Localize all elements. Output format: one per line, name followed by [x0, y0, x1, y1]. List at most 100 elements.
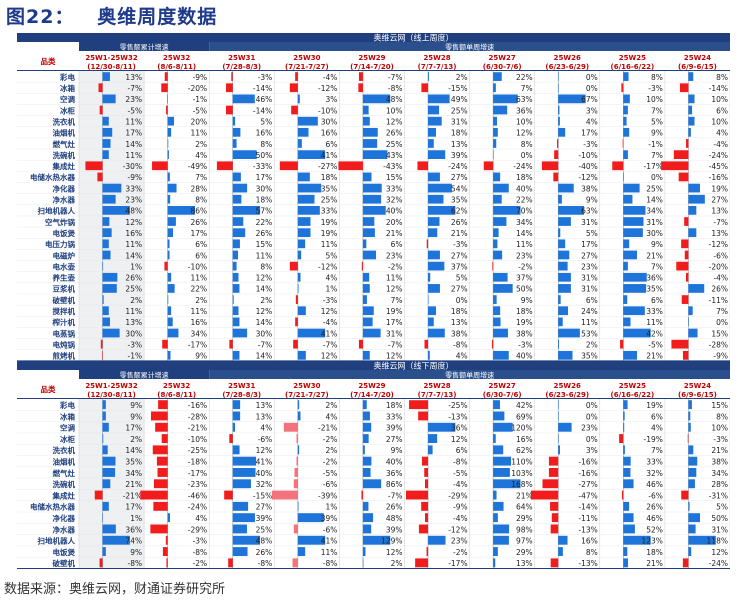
- bar-positive: [232, 239, 240, 249]
- category-label: 彩电: [59, 72, 75, 82]
- bar-positive: [688, 127, 691, 137]
- bar-negative: [424, 468, 429, 477]
- bar-negative: [150, 524, 168, 534]
- value-label: 42%: [516, 401, 533, 410]
- value-label: 2%: [586, 340, 598, 349]
- bar-positive: [232, 501, 249, 511]
- column-dates: (7/14-7/20): [350, 391, 394, 399]
- value-label: 17%: [125, 129, 142, 138]
- bar-negative: [418, 411, 429, 421]
- column-dates: (6/23-6/29): [545, 391, 589, 399]
- bar-negative: [661, 161, 689, 171]
- bar-negative: [296, 456, 298, 466]
- column-week: 25W26: [554, 54, 581, 62]
- column-week: 25W32: [163, 382, 190, 390]
- value-label: 12%: [386, 117, 403, 126]
- bar-positive: [102, 239, 109, 249]
- bar-negative: [424, 513, 429, 523]
- value-label: -13%: [448, 412, 467, 421]
- value-label: 27%: [256, 503, 273, 512]
- value-label: 118%: [707, 537, 728, 546]
- bar-positive: [493, 422, 513, 432]
- value-label: 9%: [521, 296, 533, 305]
- bar-negative: [99, 558, 103, 568]
- value-label: 39%: [256, 514, 273, 523]
- value-label: -7%: [713, 218, 728, 227]
- value-label: 34%: [516, 218, 533, 227]
- bar-positive: [493, 328, 508, 338]
- bar-positive: [232, 127, 241, 137]
- bar-positive: [493, 94, 518, 104]
- bar-positive: [623, 116, 627, 126]
- bar-negative: [152, 445, 168, 455]
- bar-positive: [428, 139, 434, 148]
- value-label: 10%: [711, 117, 728, 126]
- value-label: -1%: [648, 140, 663, 149]
- value-label: 11%: [125, 307, 142, 316]
- bar-positive: [558, 445, 560, 455]
- bar-positive: [493, 317, 501, 327]
- value-label: 1%: [130, 514, 142, 523]
- value-label: 7%: [391, 296, 403, 305]
- bar-negative: [426, 239, 429, 249]
- bar-positive: [688, 445, 694, 455]
- value-label: 4%: [260, 424, 272, 433]
- bar-negative: [681, 295, 689, 304]
- value-label: 31%: [386, 329, 403, 338]
- bar-positive: [688, 228, 697, 238]
- bar-positive: [232, 306, 239, 316]
- value-label: -10%: [318, 106, 337, 115]
- value-label: 21%: [516, 491, 533, 500]
- category-label: 豆浆机: [53, 284, 76, 294]
- bar-positive: [167, 328, 179, 338]
- value-label: -2%: [323, 435, 338, 444]
- value-label: 7%: [716, 307, 728, 316]
- value-label: 13%: [711, 229, 728, 238]
- bar-positive: [493, 400, 500, 410]
- bar-positive: [362, 272, 370, 282]
- category-label: 电水壶: [53, 261, 76, 271]
- bar-positive: [167, 183, 177, 193]
- bar-positive: [558, 194, 562, 204]
- value-label: 18%: [646, 548, 663, 557]
- value-label: 13%: [256, 401, 273, 410]
- value-label: -1%: [193, 95, 208, 104]
- bar-negative: [417, 161, 429, 171]
- value-label: 23%: [386, 251, 403, 260]
- bar-positive: [688, 422, 691, 432]
- bar-positive: [623, 284, 647, 293]
- bar-negative: [271, 490, 298, 500]
- bar-positive: [102, 411, 106, 421]
- value-label: -11%: [709, 296, 728, 305]
- value-label: 11%: [516, 240, 533, 249]
- bar-negative: [621, 83, 624, 93]
- bar-positive: [493, 434, 496, 443]
- value-label: 24%: [581, 307, 598, 316]
- value-label: 25%: [386, 140, 403, 149]
- value-label: -31%: [709, 491, 728, 500]
- bar-positive: [167, 228, 174, 238]
- value-label: 14%: [125, 251, 142, 260]
- bar-positive: [232, 445, 240, 455]
- bar-positive: [428, 183, 452, 193]
- value-label: 18%: [451, 129, 468, 138]
- value-label: 8%: [260, 262, 272, 271]
- bar-positive: [102, 479, 111, 489]
- column-dates: (7/7-7/13): [418, 391, 457, 399]
- value-label: 8%: [195, 196, 207, 205]
- value-label: -5%: [323, 469, 338, 478]
- category-label: 洗碗机: [53, 150, 76, 160]
- bar-positive: [623, 250, 638, 260]
- bar-positive: [232, 272, 239, 282]
- value-label: 11%: [581, 318, 598, 327]
- value-label: -8%: [127, 559, 142, 568]
- bar-negative: [153, 501, 168, 511]
- bar-positive: [428, 72, 429, 81]
- value-label: 35%: [321, 184, 338, 193]
- value-label: -27%: [318, 162, 337, 171]
- value-label: 32%: [256, 480, 273, 489]
- value-label: 2%: [130, 435, 142, 444]
- bar-positive: [102, 284, 117, 293]
- column-week: 25W27: [489, 54, 516, 62]
- bar-positive: [493, 501, 504, 511]
